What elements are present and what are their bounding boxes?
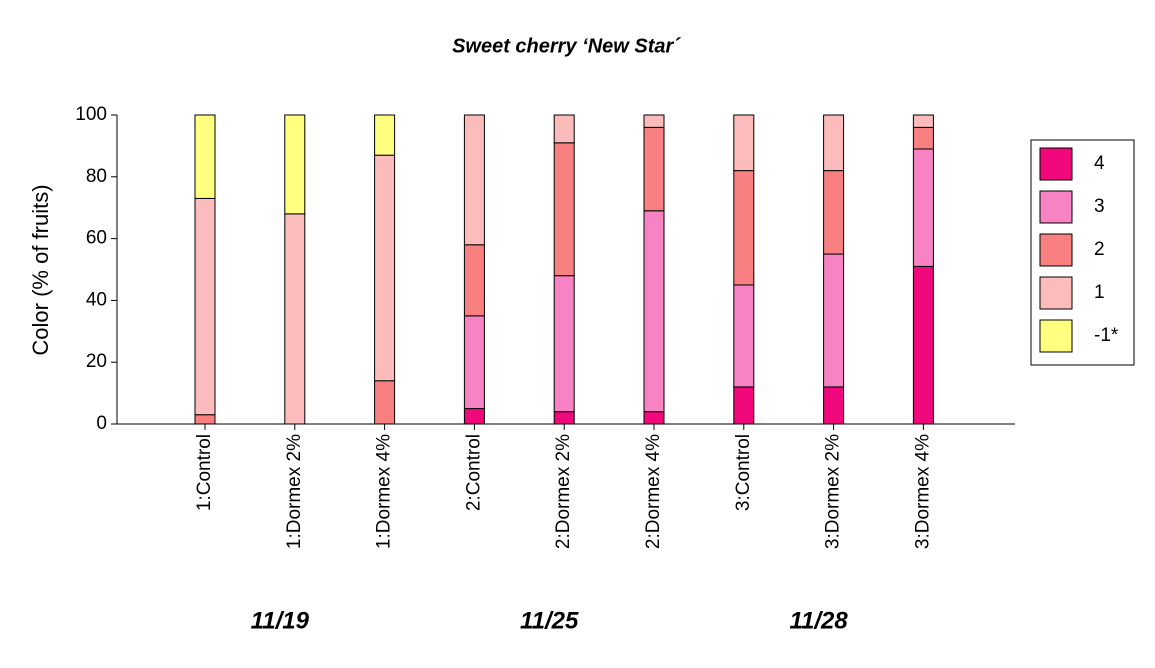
x-tick-label: 3:Control <box>733 434 754 511</box>
bar-segment <box>463 315 485 410</box>
bar-segment <box>823 170 845 255</box>
y-axis-label: Color (% of fruits) <box>28 184 53 355</box>
bar-segment <box>194 197 216 416</box>
x-tick-label: 2:Dormex 2% <box>553 434 574 549</box>
bar-segment <box>823 114 845 172</box>
bar-segment <box>733 284 755 388</box>
group-label: 11/25 <box>520 607 579 634</box>
group-label: 11/28 <box>789 607 848 634</box>
bar-segment <box>194 414 216 425</box>
bar-segment <box>463 244 485 317</box>
bar-segment <box>553 411 575 425</box>
bar-segment <box>823 253 845 388</box>
bar-segment <box>553 142 575 277</box>
bar-segment <box>194 114 216 199</box>
y-tick-label: 20 <box>86 351 107 372</box>
legend-label: -1* <box>1094 325 1119 346</box>
bar-segment <box>643 126 665 212</box>
y-tick-label: 60 <box>86 228 107 249</box>
legend-swatch <box>1039 190 1073 224</box>
y-tick-label: 40 <box>86 289 107 310</box>
legend-label: 1 <box>1094 282 1105 303</box>
bar-segment <box>643 210 665 413</box>
bar-segment <box>823 386 845 425</box>
bar-segment <box>284 114 306 215</box>
bar-segment <box>463 408 485 425</box>
bar-segment <box>374 114 396 156</box>
legend-swatch <box>1039 276 1073 310</box>
x-tick-label: 1:Control <box>194 434 215 511</box>
bar-segment <box>733 114 755 172</box>
x-tick-label: 3:Dormex 2% <box>823 434 844 549</box>
x-tick-label: 2:Dormex 4% <box>643 434 664 549</box>
bar-segment <box>553 275 575 413</box>
x-tick-label: 3:Dormex 4% <box>912 434 933 549</box>
legend-swatch <box>1039 319 1073 353</box>
legend-label: 3 <box>1094 196 1105 217</box>
chart-title: Sweet cherry ‘New Star´ <box>452 35 681 57</box>
bar-segment <box>284 213 306 425</box>
bar-segment <box>912 126 934 150</box>
legend-label: 4 <box>1094 153 1105 174</box>
bar-segment <box>463 114 485 246</box>
x-tick-label: 1:Dormex 2% <box>284 434 305 549</box>
bar-segment <box>553 114 575 144</box>
bar-segment <box>912 148 934 267</box>
legend-label: 2 <box>1094 239 1105 260</box>
y-tick-label: 80 <box>86 166 107 187</box>
legend-swatch <box>1039 147 1073 181</box>
y-tick-label: 100 <box>75 104 107 125</box>
y-tick-label: 0 <box>96 413 107 434</box>
bar-segment <box>733 386 755 425</box>
bar-segment <box>374 380 396 425</box>
bar-segment <box>733 170 755 286</box>
group-label: 11/19 <box>251 607 310 634</box>
bar-segment <box>374 154 396 382</box>
x-tick-label: 2:Control <box>463 434 484 511</box>
x-tick-label: 1:Dormex 4% <box>374 434 395 549</box>
bar-segment <box>643 411 665 425</box>
bar-segment <box>912 114 934 128</box>
bar-segment <box>643 114 665 128</box>
bar-segment <box>912 265 934 425</box>
legend-swatch <box>1039 233 1073 267</box>
